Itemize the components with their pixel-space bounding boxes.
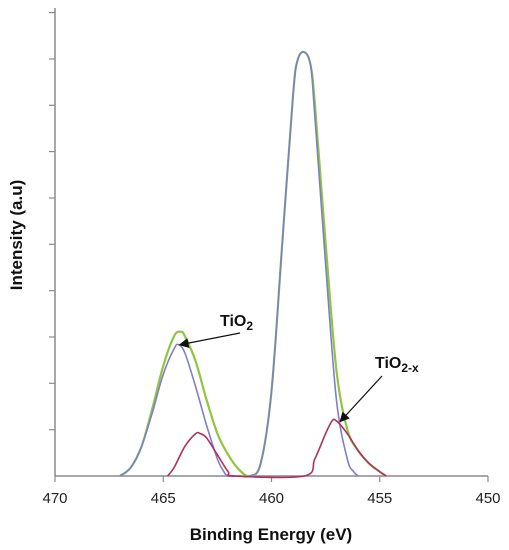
- annotation-arrow: [178, 332, 241, 348]
- annotation-arrow: [339, 375, 383, 423]
- x-tick-label: 450: [475, 490, 500, 507]
- tio2-component-curve: [119, 51, 359, 478]
- x-ticks: 470 465 460 455 450: [42, 476, 501, 507]
- x-tick-label: 465: [151, 490, 176, 507]
- envelope-curve: [119, 50, 387, 478]
- plot-series: [119, 50, 387, 479]
- annotation-label: TiO2-x: [375, 355, 419, 375]
- x-tick-label: 470: [42, 490, 67, 507]
- x-tick-label: 455: [367, 490, 392, 507]
- y-minor-ticks: [49, 12, 55, 431]
- y-axis-title: Intensity (a.u): [7, 180, 26, 291]
- annotations: TiO2 TiO2-x: [178, 313, 419, 423]
- x-axis-title: Binding Energy (eV): [190, 525, 352, 544]
- x-tick-label: 460: [259, 490, 284, 507]
- tio2x-component-curve: [166, 418, 387, 479]
- annotation-label: TiO2: [220, 313, 253, 333]
